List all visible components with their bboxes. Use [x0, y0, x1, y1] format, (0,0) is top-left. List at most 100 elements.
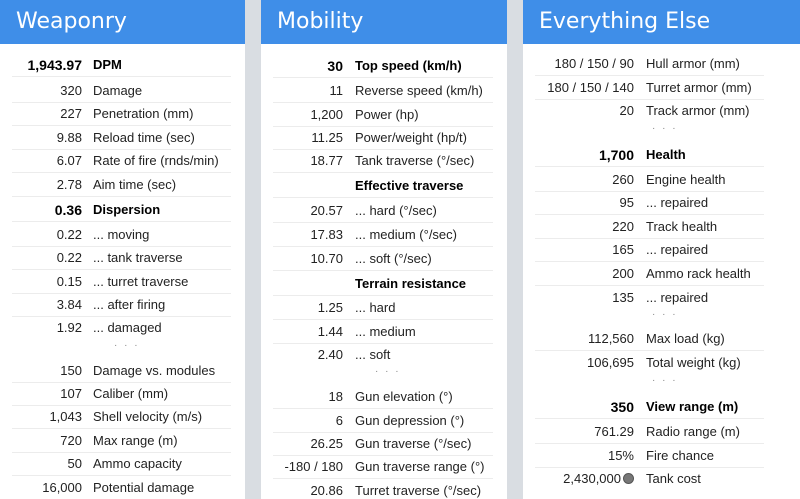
stat-row-total-weight: 106,695 Total weight (kg) — [535, 352, 764, 374]
stat-value: 106,695 — [587, 355, 634, 370]
stat-label: ... soft (°/sec) — [355, 251, 432, 266]
section-ellipsis: · · · — [114, 340, 140, 351]
stat-value: 15% — [607, 448, 634, 463]
stat-label: Hull armor (mm) — [646, 56, 740, 71]
stat-value: 0.15 — [56, 274, 82, 289]
stat-row-max-range: 720 Max range (m) — [12, 430, 231, 453]
stat-label: ... turret traverse — [93, 274, 189, 289]
stat-label: ... tank traverse — [93, 250, 183, 265]
stat-label: Rate of fire (rnds/min) — [93, 153, 219, 168]
stat-row-engine-repaired: 95 ... repaired — [535, 192, 764, 215]
stat-row-dispersion-tank-traverse: 0.22 ... tank traverse — [12, 247, 231, 270]
stat-row-resistance-hard: 1.25 ... hard — [273, 297, 493, 320]
stat-label: ... repaired — [646, 195, 709, 210]
stat-row-turret-armor: 180 / 150 / 140 Turret armor (mm) — [535, 77, 764, 100]
stat-label: Track armor (mm) — [646, 103, 750, 118]
stat-value: 1,043 — [49, 409, 82, 424]
stat-value: 165 — [612, 242, 634, 257]
stat-label: Reload time (sec) — [93, 130, 195, 145]
stat-value: -180 / 180 — [284, 459, 343, 474]
stat-label: Gun depression (°) — [355, 413, 465, 428]
stat-label: Track health — [646, 219, 718, 234]
stat-value: 260 — [612, 172, 634, 187]
stat-value: 112,560 — [587, 331, 634, 346]
stat-value: 10.70 — [310, 251, 343, 266]
stat-label: ... hard — [355, 300, 396, 315]
section-ellipsis: · · · — [652, 123, 678, 134]
stat-value: 0.22 — [56, 250, 82, 265]
stat-label: Damage — [93, 83, 143, 98]
stat-value: 720 — [60, 433, 82, 448]
stat-row-reverse-speed: 11 Reverse speed (km/h) — [273, 80, 493, 103]
stat-row-gun-traverse-range: -180 / 180 Gun traverse range (°) — [273, 456, 493, 479]
stat-row-damage-vs-modules: 150 Damage vs. modules — [12, 360, 231, 383]
stat-value: 20 — [619, 103, 634, 118]
stat-label: Caliber (mm) — [93, 386, 169, 401]
stat-value: 50 — [67, 456, 82, 471]
section-effective-traverse: Effective traverse — [273, 175, 493, 198]
stat-row-power-weight: 11.25 Power/weight (hp/t) — [273, 127, 493, 150]
stat-label: Max load (kg) — [646, 331, 725, 346]
stat-label: Total weight (kg) — [646, 355, 741, 370]
section-ellipsis: · · · — [652, 375, 678, 386]
stat-label: ... damaged — [93, 320, 162, 335]
stat-row-tank-cost: 2,430,000 Tank cost — [535, 468, 764, 490]
stat-row-caliber: 107 Caliber (mm) — [12, 383, 231, 406]
stat-row-power: 1,200 Power (hp) — [273, 104, 493, 127]
stat-value: 1,943.97 — [27, 57, 83, 73]
stat-label: ... medium (°/sec) — [355, 227, 457, 242]
stat-value: 0.36 — [54, 202, 82, 218]
everything-else-title: Everything Else — [523, 0, 800, 44]
stat-value: 1,200 — [310, 107, 343, 122]
section-ellipsis: · · · — [375, 366, 401, 377]
stat-row-damage: 320 Damage — [12, 80, 231, 103]
stat-row-ammo-rack-health: 200 Ammo rack health — [535, 263, 764, 286]
stat-row-resistance-medium: 1.44 ... medium — [273, 321, 493, 344]
stat-value: 107 — [60, 386, 82, 401]
stat-row-ammo-capacity: 50 Ammo capacity — [12, 453, 231, 476]
stat-row-dispersion: 0.36 Dispersion — [12, 199, 231, 222]
stat-value: 18 — [328, 389, 343, 404]
stat-value: 135 — [612, 290, 634, 305]
stat-value: 95 — [619, 195, 634, 210]
stat-value: 18.77 — [310, 153, 343, 168]
stat-value: 11 — [329, 83, 344, 98]
stat-value: 30 — [327, 58, 343, 74]
stat-row-fire-chance: 15% Fire chance — [535, 445, 764, 468]
stat-value: 320 — [60, 83, 82, 98]
stat-label: Max range (m) — [93, 433, 178, 448]
stat-value: 150 — [60, 363, 82, 378]
stat-row-track-health: 220 Track health — [535, 216, 764, 239]
stat-value: 9.88 — [56, 130, 82, 145]
stat-label: DPM — [93, 57, 122, 72]
stat-label: View range (m) — [646, 399, 739, 414]
stat-row-health: 1,700 Health — [535, 144, 764, 167]
stat-label: ... repaired — [646, 290, 709, 305]
stat-value: 200 — [612, 266, 634, 281]
stat-label: Tank cost — [646, 471, 701, 486]
credits-icon — [623, 473, 634, 484]
stat-label: Gun traverse range (°) — [355, 459, 485, 474]
stat-value: 180 / 150 / 90 — [554, 56, 634, 71]
stat-row-track-repaired: 165 ... repaired — [535, 239, 764, 262]
stat-label: Shell velocity (m/s) — [93, 409, 203, 424]
stat-row-radio-range: 761.29 Radio range (m) — [535, 421, 764, 444]
stat-value: 2.78 — [56, 177, 82, 192]
stat-row-traverse-soft: 10.70 ... soft (°/sec) — [273, 248, 493, 271]
stat-row-top-speed: 30 Top speed (km/h) — [273, 55, 493, 78]
stat-label: Damage vs. modules — [93, 363, 216, 378]
stat-row-hull-armor: 180 / 150 / 90 Hull armor (mm) — [535, 53, 764, 76]
stat-row-track-armor: 20 Track armor (mm) — [535, 100, 764, 122]
stat-label: ... hard (°/sec) — [355, 203, 437, 218]
stat-label: Power/weight (hp/t) — [355, 130, 467, 145]
stat-label: Power (hp) — [355, 107, 419, 122]
stat-row-dpm: 1,943.97 DPM — [12, 54, 231, 77]
stat-row-ammo-rack-repaired: 135 ... repaired — [535, 287, 764, 309]
stat-row-gun-traverse: 26.25 Gun traverse (°/sec) — [273, 433, 493, 456]
stat-label: Gun traverse (°/sec) — [355, 436, 472, 451]
stat-value: 6.07 — [56, 153, 82, 168]
stat-value: 2.40 — [317, 347, 343, 362]
stat-label: Dispersion — [93, 202, 161, 217]
stat-label: Tank traverse (°/sec) — [355, 153, 475, 168]
stat-label: ... after firing — [93, 297, 166, 312]
